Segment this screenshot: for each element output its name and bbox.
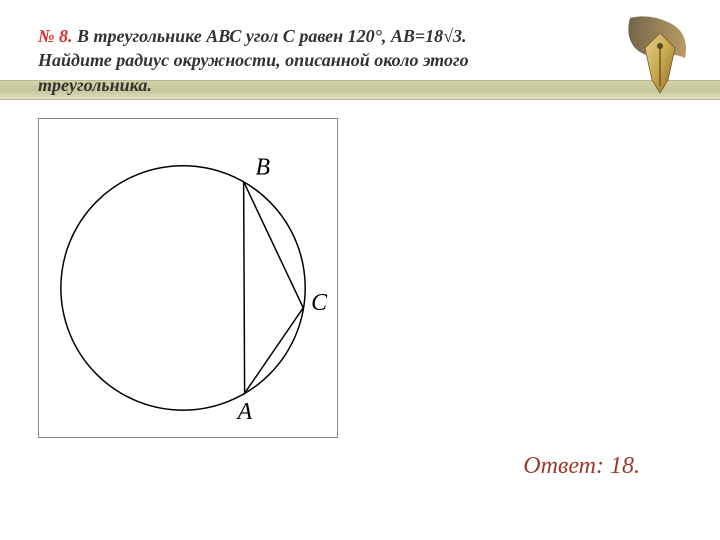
triangle-abc: [244, 182, 304, 394]
problem-line-1: В треугольнике АВС угол С равен 120°, АВ…: [77, 26, 466, 46]
problem-line-3: треугольника.: [38, 75, 152, 95]
problem-number: № 8.: [38, 26, 72, 46]
circumscribed-circle: [61, 166, 305, 410]
answer-label: Ответ:: [523, 453, 604, 479]
label-a: A: [236, 399, 253, 425]
diagram-svg: B C A: [39, 119, 337, 437]
label-c: C: [311, 290, 328, 316]
header-decoration: [560, 0, 720, 120]
answer: Ответ: 18.: [523, 453, 640, 480]
label-b: B: [256, 155, 271, 181]
problem-line-2: Найдите радиус окружности, описанной око…: [38, 50, 469, 70]
problem-statement: № 8. В треугольнике АВС угол С равен 120…: [38, 24, 578, 97]
geometry-diagram: B C A: [38, 118, 338, 438]
answer-value: 18.: [610, 453, 640, 479]
pen-icon: [620, 8, 700, 98]
